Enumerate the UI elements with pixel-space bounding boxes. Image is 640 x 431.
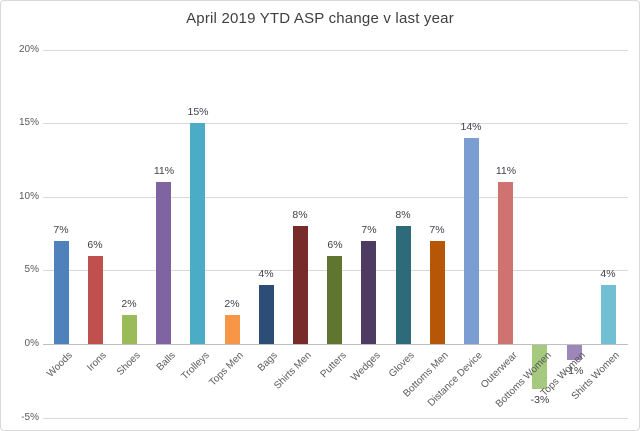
bar-value-label: 8%: [395, 209, 411, 221]
bar-value-label: 8%: [292, 209, 308, 221]
gridline: [43, 123, 628, 124]
bar-value-label: 4%: [258, 268, 274, 280]
bar-value-label: 14%: [460, 121, 482, 133]
bar-value-label: 11%: [153, 165, 175, 177]
bar-putters: [327, 256, 342, 344]
gridline: [43, 418, 628, 419]
y-tick-label: 15%: [18, 117, 39, 128]
gridline: [43, 50, 628, 51]
y-tick-label: 10%: [18, 191, 39, 202]
bar-balls: [156, 182, 171, 344]
bar-bottoms-women: [532, 345, 547, 389]
bar-tops-women: [567, 345, 582, 360]
bar-value-label: -1%: [564, 365, 584, 377]
bar-value-label: 6%: [327, 239, 343, 251]
bar-shoes: [122, 315, 137, 344]
bar-tops-men: [225, 315, 240, 344]
bar-trolleys: [190, 123, 205, 344]
bar-value-label: 4%: [600, 268, 616, 280]
bar-irons: [88, 256, 103, 344]
gridline: [43, 197, 628, 198]
bar-distance-device: [464, 138, 479, 344]
bar-outerwear: [498, 182, 513, 344]
y-tick-label: 20%: [18, 44, 39, 55]
bar-value-label: 7%: [53, 224, 69, 236]
zero-axis-line: [43, 344, 628, 345]
bar-bottoms-men: [430, 241, 445, 344]
y-tick-label: -5%: [21, 412, 39, 423]
chart-title: April 2019 YTD ASP change v last year: [186, 10, 454, 27]
bar-bags: [259, 285, 274, 344]
bar-value-label: 2%: [121, 298, 137, 310]
bar-value-label: 11%: [495, 165, 517, 177]
y-tick-label: 5%: [24, 264, 39, 275]
bar-woods: [54, 241, 69, 344]
bar-value-label: 15%: [187, 106, 209, 118]
bar-value-label: 7%: [429, 224, 445, 236]
bar-shirts-men: [293, 226, 308, 344]
y-tick-label: 0%: [24, 338, 39, 349]
bar-value-label: 6%: [87, 239, 103, 251]
bar-value-label: 7%: [361, 224, 377, 236]
bar-wedges: [361, 241, 376, 344]
bar-gloves: [396, 226, 411, 344]
bar-value-label: -3%: [530, 394, 550, 406]
bar-value-label: 2%: [224, 298, 240, 310]
bar-shirts-women: [601, 285, 616, 344]
